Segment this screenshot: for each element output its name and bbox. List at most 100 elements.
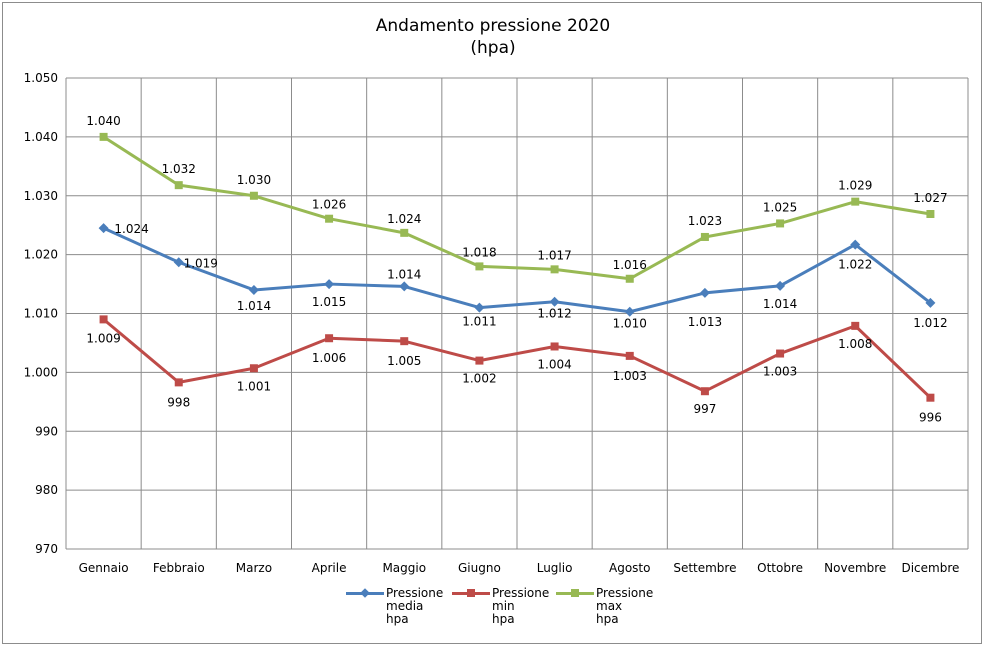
data-point — [174, 378, 183, 387]
x-tick-label: Luglio — [537, 561, 573, 575]
series-layer — [98, 132, 936, 402]
y-tick-label: 1.020 — [24, 248, 58, 262]
legend-item: Pressione media hpa — [346, 587, 456, 626]
data-point — [776, 219, 785, 228]
x-tick-label: Giugno — [458, 561, 501, 575]
data-label: 1.012 — [537, 307, 571, 321]
legend-item: Pressione max hpa — [556, 587, 666, 626]
legend-label: Pressione max hpa — [596, 586, 654, 626]
data-label: 1.030 — [237, 173, 271, 187]
data-point — [475, 262, 484, 271]
data-label: 1.024 — [114, 222, 148, 236]
data-label: 1.017 — [537, 248, 571, 262]
y-tick-label: 1.050 — [24, 71, 58, 85]
legend-swatch — [556, 587, 594, 599]
data-label: 1.025 — [763, 200, 797, 214]
series-line — [102, 318, 932, 399]
x-tick-label: Settembre — [673, 561, 736, 575]
x-tick-label: Novembre — [824, 561, 886, 575]
data-point — [173, 257, 184, 268]
legend-marker — [360, 588, 370, 598]
x-tick-label: Aprile — [312, 561, 347, 575]
data-label: 1.004 — [537, 357, 571, 371]
gridlines — [65, 77, 969, 550]
data-point — [625, 351, 634, 360]
x-tick-label: Marzo — [236, 561, 272, 575]
data-point — [851, 197, 860, 206]
legend-label: Pressione media hpa — [386, 586, 444, 626]
data-point — [699, 287, 710, 298]
data-point — [776, 349, 785, 358]
data-label: 1.009 — [86, 331, 120, 345]
data-point — [249, 191, 258, 200]
x-tick-label: Gennaio — [79, 561, 129, 575]
data-label: 1.003 — [763, 365, 797, 379]
data-label: 1.014 — [763, 297, 797, 311]
data-point — [325, 334, 334, 343]
y-tick-label: 970 — [35, 542, 58, 556]
data-point — [625, 274, 634, 283]
series-max — [99, 132, 935, 283]
data-label: 1.029 — [838, 179, 872, 193]
data-label: 1.005 — [387, 354, 421, 368]
series-line — [102, 135, 931, 281]
legend-swatch — [452, 587, 490, 599]
data-point — [174, 181, 183, 190]
x-tick-labels: Gennaio Febbraio Marzo Aprile Maggio Giugno Lu… — [79, 561, 960, 575]
y-tick-label: 1.040 — [24, 130, 58, 144]
y-tick-label: 1.010 — [24, 307, 58, 321]
data-point — [549, 296, 560, 307]
data-point — [700, 232, 709, 241]
data-label: 1.015 — [312, 295, 346, 309]
y-tick-labels: 970 980 990 1.000 1.010 1.020 1.030 1.040 1.050 — [24, 71, 58, 556]
data-label: 1.006 — [312, 351, 346, 365]
series-min — [99, 315, 935, 402]
data-point — [851, 321, 860, 330]
data-label: 998 — [167, 395, 190, 409]
data-label: 1.027 — [913, 191, 947, 205]
legend-label: Pressione min hpa — [492, 586, 550, 626]
data-label: 997 — [693, 402, 716, 416]
data-label: 1.014 — [387, 267, 421, 281]
data-point — [400, 228, 409, 237]
legend-swatch — [346, 587, 384, 599]
data-point — [475, 356, 484, 365]
data-label: 1.010 — [613, 317, 647, 331]
data-point — [400, 337, 409, 346]
data-point — [99, 315, 108, 324]
data-point — [248, 284, 259, 295]
data-label: 996 — [919, 411, 942, 425]
legend-marker — [467, 589, 475, 597]
data-label: 1.019 — [184, 256, 218, 270]
x-tick-label: Agosto — [609, 561, 650, 575]
chart-title: Andamento pressione 2020 — [375, 16, 611, 36]
data-point — [926, 393, 935, 402]
data-label: 1.024 — [387, 212, 421, 226]
legend-item: Pressione min hpa — [452, 587, 562, 626]
y-tick-label: 1.030 — [24, 189, 58, 203]
data-point — [249, 364, 258, 373]
data-point — [925, 297, 936, 308]
data-labels: 1.024 1.019 1.014 1.015 1.014 1.011 1.012 1.010… — [86, 114, 947, 425]
series-line — [102, 226, 932, 314]
data-label: 1.012 — [913, 316, 947, 330]
data-label: 1.026 — [312, 198, 346, 212]
data-label: 1.023 — [688, 214, 722, 228]
data-point — [99, 132, 108, 141]
data-point — [624, 306, 635, 317]
x-tick-label: Dicembre — [901, 561, 959, 575]
data-label: 1.022 — [838, 258, 872, 272]
data-label: 1.013 — [688, 315, 722, 329]
data-point — [325, 214, 334, 223]
data-point — [550, 342, 559, 351]
data-point — [700, 387, 709, 396]
data-label: 1.003 — [613, 369, 647, 383]
data-point — [98, 223, 109, 234]
data-label: 1.040 — [86, 114, 120, 128]
data-point — [550, 265, 559, 274]
x-tick-label: Ottobre — [757, 561, 803, 575]
data-label: 1.001 — [237, 379, 271, 393]
data-label: 1.018 — [462, 245, 496, 259]
